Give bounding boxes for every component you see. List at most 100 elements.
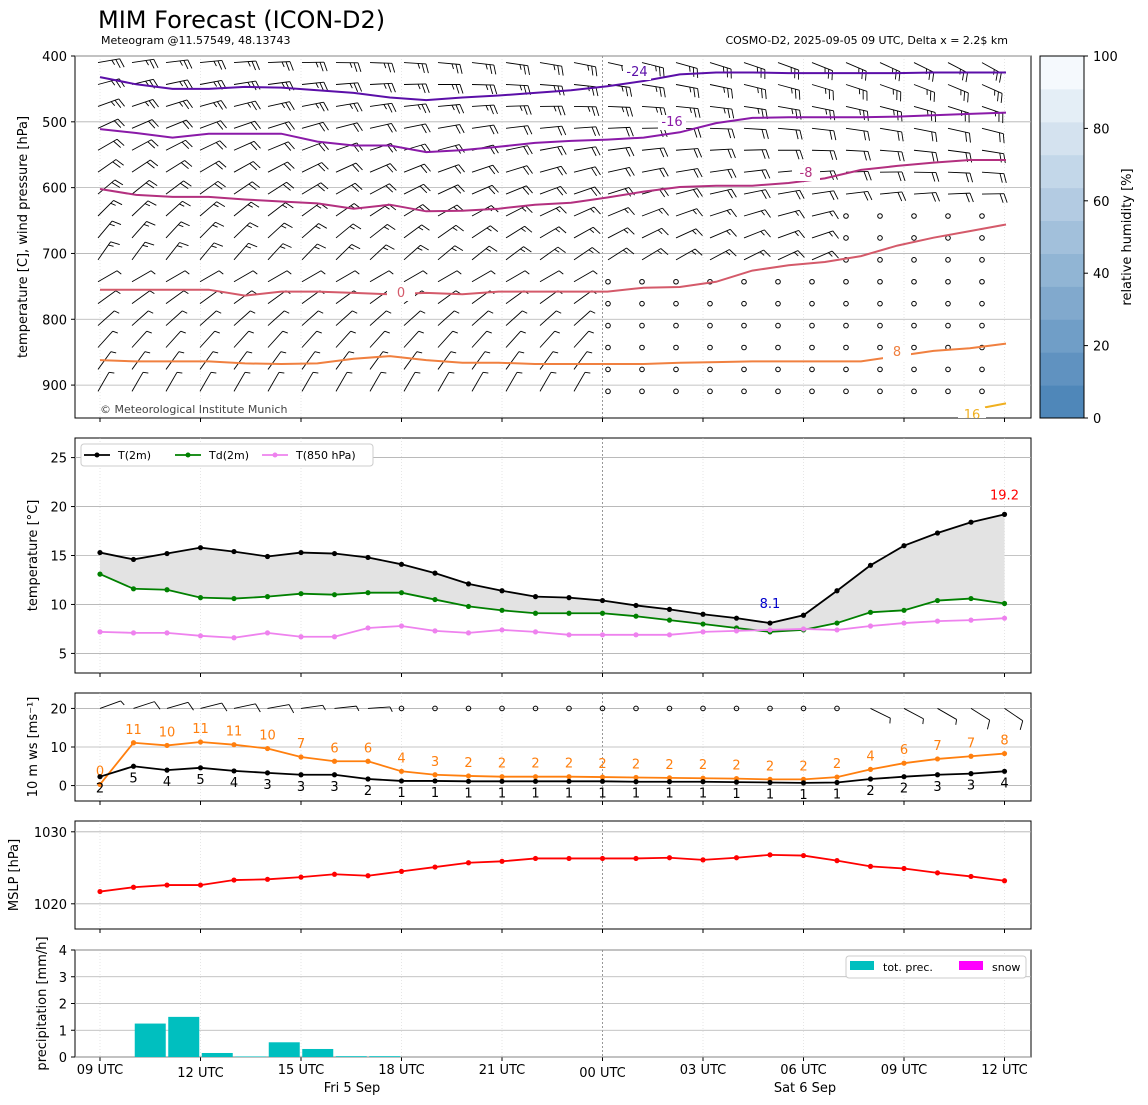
series-line: [99, 617, 1005, 639]
data-point: [1001, 511, 1008, 517]
wind-barb-feather: [110, 351, 117, 354]
wind-barb-feather: [727, 189, 733, 199]
mean-value-label: 4: [163, 775, 171, 790]
wind-barb-feather: [248, 183, 257, 191]
wind-barb: [97, 290, 117, 305]
wind-barb-feather: [969, 133, 971, 143]
wind-barb-feather: [659, 66, 661, 77]
time-tick-label: 06 UTC: [780, 1063, 826, 1078]
gust-value-label: 10: [159, 725, 176, 740]
wind-barb-feather: [144, 351, 151, 354]
wind-barb-feather: [963, 91, 966, 101]
data-point: [532, 629, 539, 635]
y-tick-label: 25: [50, 452, 67, 467]
isotherm-label: -8: [800, 166, 813, 181]
mean-value-label: 1: [665, 787, 673, 802]
wind-calm-mark: [707, 388, 713, 395]
data-point: [398, 868, 405, 875]
data-point: [331, 634, 338, 640]
wind-barb-feather: [693, 189, 699, 198]
wind-barb: [437, 310, 455, 326]
wind-barb-feather: [659, 168, 665, 178]
wind-barb: [913, 62, 934, 73]
gust-value-label: 2: [766, 759, 774, 774]
wind-calm-mark: [809, 388, 815, 395]
wind-barb-feather: [485, 84, 489, 91]
wind-barb-feather: [117, 118, 125, 127]
wind-barb: [301, 270, 322, 283]
isotherm-label-bg: [883, 345, 911, 360]
wind-calm-mark: [605, 366, 611, 373]
wind-calm-mark: [741, 300, 747, 307]
wind-barb-feather: [663, 167, 669, 177]
wind-barb-feather: [833, 190, 839, 200]
data-point: [465, 603, 472, 610]
wind-barb: [743, 84, 766, 91]
wind-barb: [133, 701, 155, 709]
wind-barb: [165, 290, 185, 305]
wind-barb-feather: [931, 131, 934, 142]
wind-calm-mark: [700, 705, 706, 712]
wind-barb: [437, 290, 457, 305]
wind-calm-mark: [639, 388, 645, 395]
wind-barb-feather: [689, 86, 692, 93]
mean-value-label: 1: [565, 786, 573, 801]
mean-value-label: 3: [263, 778, 271, 793]
wind-barb-feather: [419, 206, 424, 211]
wind-barb-feather: [999, 173, 1003, 183]
wind-barb-feather: [251, 81, 257, 91]
wind-barb-feather: [287, 141, 295, 150]
gust-value-label: 10: [259, 729, 276, 744]
wind-barb-feather: [799, 110, 802, 120]
wind-barb-feather: [726, 230, 731, 236]
wind-barb-feather: [286, 270, 292, 275]
wind-barb: [471, 351, 486, 370]
wind-barb-feather: [931, 192, 936, 202]
data-point: [700, 629, 706, 635]
data-point: [164, 587, 170, 593]
wind-barb-feather: [215, 162, 223, 170]
wind-barb-feather: [422, 270, 428, 275]
wind-barb-feather: [629, 107, 634, 117]
wind-barb-feather: [179, 203, 185, 207]
wind-calm-mark: [843, 235, 849, 241]
wind-barb-feather: [219, 140, 227, 148]
wind-barb: [437, 330, 454, 348]
wind-barb-feather: [186, 119, 193, 128]
legend-swatch: [850, 961, 874, 970]
colorbar-swatch: [1040, 352, 1084, 386]
wind-calm-mark: [877, 300, 883, 307]
wind-barb: [200, 702, 222, 709]
wind-barb-feather: [142, 371, 149, 374]
surface-wind-barbs: [99, 700, 1024, 730]
wind-barb-feather: [969, 153, 973, 163]
data-point: [633, 613, 639, 619]
wind-barb: [437, 270, 458, 283]
wind-barb: [301, 182, 322, 195]
wind-barb-feather: [726, 210, 731, 215]
series-line: [99, 853, 1005, 893]
wind-barb-feather: [516, 371, 523, 374]
data-point: [968, 595, 974, 602]
wind-barb-feather: [627, 227, 635, 235]
wind-barb-feather: [148, 180, 158, 186]
wind-barb-feather: [493, 84, 498, 95]
mean-value-label: 3: [933, 780, 941, 795]
wind-barb-feather: [184, 270, 190, 275]
wind-barb-feather: [693, 148, 699, 158]
wind-barb: [675, 228, 697, 239]
wind-barb: [845, 149, 868, 152]
wind-barb: [981, 84, 1003, 94]
data-point: [901, 620, 907, 626]
plot-frame: [74, 820, 1032, 930]
wind-barb-feather: [317, 163, 326, 172]
wind-barb: [539, 351, 554, 370]
wind-barb: [903, 708, 924, 720]
wind-barb: [369, 224, 388, 239]
wind-barb-feather: [456, 270, 462, 275]
wind-barb: [573, 310, 591, 326]
wind-calm-mark: [707, 344, 713, 351]
wind-barb-feather: [757, 108, 760, 114]
wind-barb: [539, 290, 559, 305]
